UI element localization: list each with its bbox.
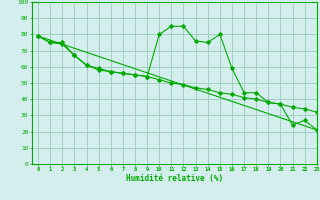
X-axis label: Humidité relative (%): Humidité relative (%) [126, 174, 223, 183]
